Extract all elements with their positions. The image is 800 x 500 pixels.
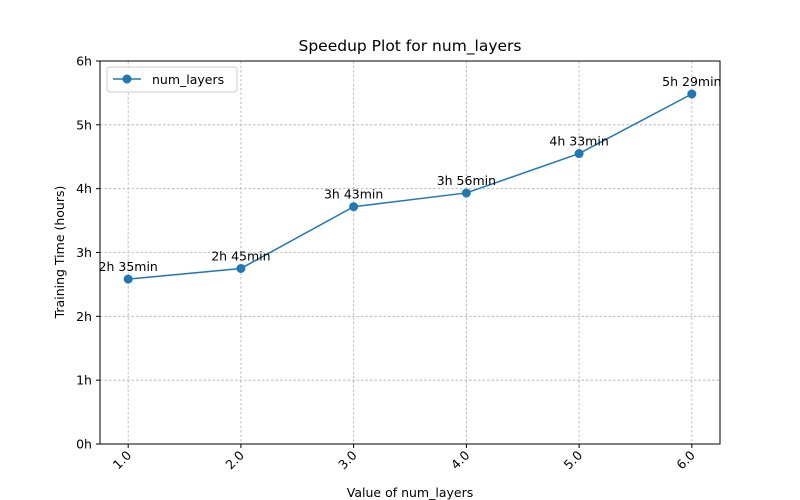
grid: [100, 60, 720, 445]
data-point: [349, 202, 359, 212]
x-axis-label: Value of num_layers: [347, 485, 473, 500]
x-tick-label: 6.0: [673, 447, 698, 472]
y-axis-label: Training Time (hours): [52, 186, 67, 320]
y-tick-label: 4h: [76, 181, 92, 196]
data-label: 2h 35min: [99, 259, 158, 274]
x-tick-label: 3.0: [335, 447, 360, 472]
data-point: [687, 89, 697, 99]
data-label: 3h 43min: [324, 187, 383, 202]
chart-title: Speedup Plot for num_layers: [298, 37, 521, 56]
y-tick-label: 1h: [76, 373, 92, 388]
data-point: [574, 149, 584, 159]
series-line: [128, 93, 693, 280]
y-tick-label: 5h: [76, 117, 92, 132]
y-tick-label: 3h: [76, 245, 92, 260]
data-label: 4h 33min: [549, 134, 608, 149]
data-label: 2h 45min: [211, 248, 270, 263]
legend-box: [106, 66, 238, 93]
x-tick-label: 4.0: [448, 447, 473, 472]
legend-label: num_layers: [152, 72, 224, 87]
x-tick-label: 2.0: [222, 447, 247, 472]
data-label: 3h 56min: [437, 173, 496, 188]
y-tick-label: 6h: [76, 54, 92, 69]
data-labels: 2h 35min 2h 45min 3h 43min 3h 56min 4h 33min…: [99, 74, 722, 274]
legend: num_layers: [106, 66, 238, 93]
axes: 1.0 2.0 3.0 4.0 5.0 6.0 0h 1h 2h 3h 4h 5h 6h: [76, 54, 721, 472]
x-tick-label: 1.0: [110, 447, 135, 472]
data-point: [236, 263, 246, 273]
y-tick-label: 2h: [76, 309, 92, 324]
x-tick-label: 5.0: [561, 447, 586, 472]
data-label: 5h 29min: [662, 74, 721, 89]
series-layer: [123, 89, 697, 284]
data-point: [461, 188, 471, 198]
data-point: [123, 274, 133, 284]
plot-frame: [99, 60, 721, 445]
legend-marker-icon: [122, 74, 132, 84]
y-tick-label: 0h: [76, 437, 92, 452]
